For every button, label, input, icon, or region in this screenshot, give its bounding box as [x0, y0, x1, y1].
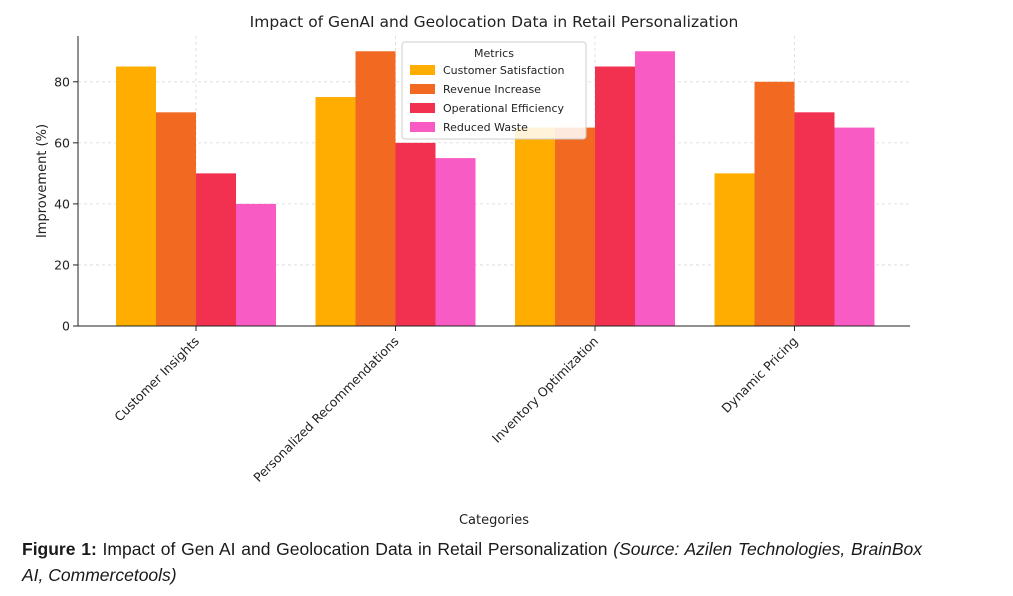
- x-ticks: Customer Insights Personalized Recommenda…: [111, 326, 801, 485]
- legend-swatch: [410, 65, 435, 75]
- y-tick-label: 80: [54, 74, 70, 89]
- y-tick-label: 20: [54, 257, 70, 272]
- bars: [116, 51, 875, 327]
- y-ticks: 0 20 40 60 80: [54, 74, 78, 334]
- bar: [315, 97, 356, 326]
- figure-caption: Figure 1: Impact of Gen AI and Geolocati…: [22, 536, 922, 588]
- legend-swatch: [410, 84, 435, 94]
- bar: [196, 173, 236, 326]
- x-tick-label: Dynamic Pricing: [718, 334, 800, 416]
- legend-swatch: [410, 103, 435, 113]
- legend-label: Customer Satisfaction: [443, 64, 565, 77]
- y-tick-label: 60: [54, 135, 70, 150]
- y-tick-label: 0: [62, 319, 70, 334]
- legend-label: Revenue Increase: [443, 83, 541, 96]
- bar: [236, 203, 276, 326]
- x-axis-label: Categories: [459, 513, 529, 528]
- bar: [355, 51, 396, 327]
- axes: [77, 36, 910, 327]
- y-tick-label: 40: [54, 196, 70, 211]
- legend: Metrics Customer Satisfaction Revenue Inc…: [401, 41, 587, 140]
- bar: [794, 112, 835, 326]
- y-axis-label: Improvement (%): [35, 124, 50, 238]
- legend-label: Reduced Waste: [443, 121, 528, 134]
- bar: [395, 142, 436, 326]
- bar: [555, 127, 595, 326]
- bar: [714, 173, 755, 326]
- x-tick-label: Inventory Optimization: [489, 334, 601, 446]
- bar: [116, 66, 156, 327]
- bar: [834, 127, 875, 326]
- legend-swatch: [410, 122, 435, 132]
- bar: [754, 81, 795, 326]
- legend-title: Metrics: [474, 47, 514, 60]
- caption-text: Impact of Gen AI and Geolocation Data in…: [102, 539, 608, 559]
- caption-source: (Source: Azilen Technologies, BrainBox A…: [22, 539, 922, 585]
- caption-label: Figure 1:: [22, 539, 97, 559]
- x-tick-label: Personalized Recommendations: [250, 334, 401, 485]
- bar-chart: Impact of GenAI and Geolocation Data in …: [35, 13, 910, 528]
- bar: [595, 66, 635, 327]
- bar: [515, 127, 555, 326]
- bar: [435, 158, 476, 326]
- chart-title: Impact of GenAI and Geolocation Data in …: [250, 13, 739, 31]
- legend-box: [401, 41, 587, 140]
- legend-label: Operational Efficiency: [443, 102, 565, 115]
- x-tick-label: Customer Insights: [111, 334, 202, 425]
- bar: [156, 112, 196, 326]
- bar: [635, 51, 675, 327]
